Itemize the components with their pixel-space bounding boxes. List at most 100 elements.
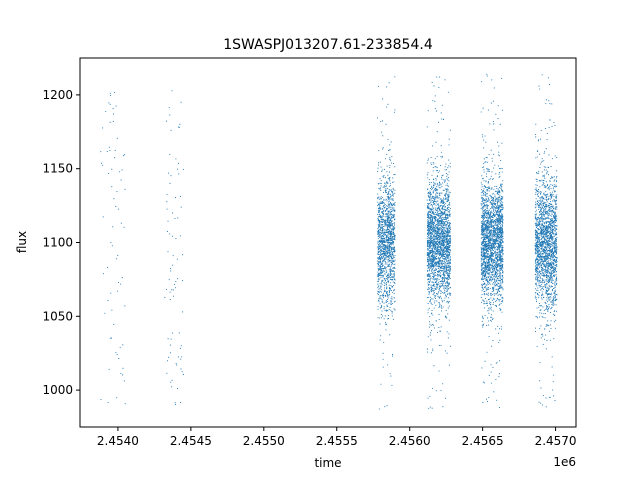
data-point [391,206,393,208]
data-point [388,196,390,198]
data-point [381,211,383,213]
data-point [392,187,394,189]
data-point [443,217,445,219]
data-point [377,167,379,169]
data-point [383,232,385,234]
data-point [443,254,445,257]
data-point [428,265,430,267]
data-point [447,199,449,201]
data-point [433,251,435,254]
data-point [390,193,392,195]
data-point [491,318,494,321]
data-point [437,281,439,283]
data-point [481,324,483,326]
data-point [427,312,429,314]
data-point [434,296,436,298]
data-point [438,208,441,210]
data-point [446,209,448,211]
data-point [444,276,446,278]
data-point [486,190,488,192]
data-point [382,276,384,278]
data-point [393,207,395,209]
data-point [446,266,449,268]
data-point [427,220,430,222]
data-point [391,312,393,314]
data-point [485,193,487,195]
data-point [431,186,433,188]
data-point [436,263,438,265]
data-point [430,248,432,250]
data-point [387,229,390,231]
data-point [379,287,381,289]
data-point [483,180,485,182]
data-point [383,207,385,209]
data-point [438,170,440,172]
data-point [388,241,391,243]
data-point [427,228,429,230]
data-point [494,199,496,201]
data-point [388,251,390,253]
data-point [499,275,501,277]
data-point [383,287,385,289]
data-point [491,233,494,235]
data-point [387,195,390,197]
data-point [383,257,385,259]
data-point [437,171,439,173]
data-point [435,288,437,290]
data-point [394,237,396,239]
data-point [498,172,500,174]
data-point [429,280,431,282]
data-point [432,203,434,205]
data-point [482,258,484,260]
data-point [429,182,431,184]
data-point [482,107,484,109]
data-point [100,162,102,164]
data-point [490,222,492,224]
data-point [432,186,435,189]
data-point [428,273,430,275]
data-point [482,197,484,199]
data-point [433,365,435,367]
data-point [392,181,394,183]
data-point [378,232,380,234]
data-point [389,306,391,308]
data-point [438,318,440,321]
data-point [429,275,431,277]
data-point [484,200,486,202]
data-point [429,267,431,269]
data-point [427,397,429,399]
data-point [443,261,445,263]
data-point [434,188,436,190]
data-point [432,276,434,278]
data-point [388,314,390,316]
data-point [440,266,442,268]
data-point [381,239,383,242]
data-point [432,184,435,186]
data-point [448,177,450,179]
data-point [481,231,483,233]
data-point [177,278,179,280]
data-point [445,282,447,284]
data-point [393,288,395,290]
data-point [377,201,379,203]
data-point [385,252,387,254]
data-point [439,184,441,186]
data-point [488,397,490,399]
data-point [445,203,447,205]
data-point [441,235,443,237]
data-point [492,302,495,304]
data-point [380,306,382,308]
data-point [380,235,382,237]
data-point [501,142,503,144]
data-point [483,166,485,168]
data-point [443,292,445,294]
data-point [502,237,504,240]
data-point [386,219,388,221]
data-point [493,253,495,255]
data-point [391,292,393,294]
data-point [388,273,390,275]
data-point [434,219,436,221]
data-point [432,227,434,229]
data-point [102,216,104,218]
data-point [487,279,489,281]
